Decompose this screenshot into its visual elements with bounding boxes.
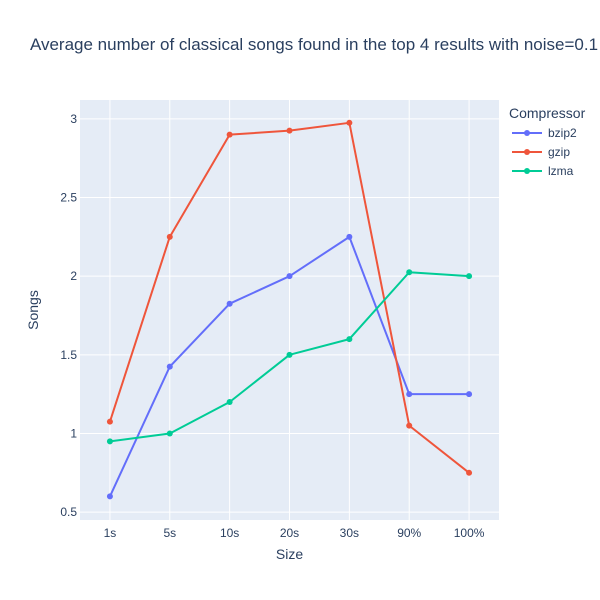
data-point[interactable] bbox=[346, 233, 353, 240]
data-point[interactable] bbox=[166, 363, 173, 370]
legend-item-lzma[interactable]: lzma bbox=[512, 164, 574, 178]
legend-label: lzma bbox=[548, 164, 574, 178]
data-point[interactable] bbox=[106, 438, 113, 445]
data-point[interactable] bbox=[166, 233, 173, 240]
data-point[interactable] bbox=[466, 391, 473, 398]
legend-items[interactable]: bzip2 gzip lzma bbox=[512, 126, 577, 178]
data-point[interactable] bbox=[286, 351, 293, 358]
y-tick-label: 2.5 bbox=[60, 191, 77, 205]
legend-label: bzip2 bbox=[548, 126, 577, 140]
data-point[interactable] bbox=[226, 399, 233, 406]
series-bzip2 bbox=[106, 233, 473, 500]
x-axis-title: Size bbox=[276, 546, 303, 562]
data-point[interactable] bbox=[166, 430, 173, 437]
y-tick-label: 3 bbox=[70, 112, 77, 126]
data-point[interactable] bbox=[226, 131, 233, 138]
legend-label: gzip bbox=[548, 145, 570, 159]
x-tick-label: 5s bbox=[163, 526, 176, 540]
data-point[interactable] bbox=[106, 493, 113, 500]
y-tick-label: 0.5 bbox=[60, 505, 77, 519]
legend-title: Compressor bbox=[509, 105, 586, 121]
x-tick-label: 90% bbox=[397, 526, 421, 540]
data-point[interactable] bbox=[346, 336, 353, 343]
legend-marker bbox=[524, 130, 530, 136]
x-tick-label: 100% bbox=[454, 526, 485, 540]
x-tick-label: 10s bbox=[220, 526, 239, 540]
data-point[interactable] bbox=[406, 422, 413, 429]
y-axis-ticks: 0.5 1 1.5 2 2.5 3 bbox=[60, 112, 77, 519]
x-tick-label: 30s bbox=[340, 526, 359, 540]
x-axis-ticks: 1s 5s 10s 20s 30s 90% 100% bbox=[104, 526, 485, 540]
data-point[interactable] bbox=[346, 119, 353, 126]
y-tick-label: 1 bbox=[70, 426, 77, 440]
legend-item-gzip[interactable]: gzip bbox=[512, 145, 570, 159]
data-point[interactable] bbox=[406, 269, 413, 276]
chart-title: Average number of classical songs found … bbox=[30, 35, 598, 54]
legend[interactable]: Compressor bzip2 gzip lzma bbox=[509, 105, 586, 178]
series-gzip bbox=[106, 119, 473, 476]
data-point[interactable] bbox=[286, 127, 293, 134]
data-point[interactable] bbox=[406, 391, 413, 398]
series-lzma bbox=[106, 269, 473, 445]
y-axis-title: Songs bbox=[25, 290, 41, 330]
legend-item-bzip2[interactable]: bzip2 bbox=[512, 126, 577, 140]
y-tick-label: 1.5 bbox=[60, 348, 77, 362]
legend-marker bbox=[524, 168, 530, 174]
x-tick-label: 20s bbox=[280, 526, 299, 540]
data-point[interactable] bbox=[466, 273, 473, 280]
y-tick-label: 2 bbox=[70, 269, 77, 283]
series-layer bbox=[106, 119, 473, 500]
legend-marker bbox=[524, 149, 530, 155]
data-point[interactable] bbox=[286, 273, 293, 280]
data-point[interactable] bbox=[226, 300, 233, 307]
data-point[interactable] bbox=[106, 418, 113, 425]
x-tick-label: 1s bbox=[104, 526, 117, 540]
data-point[interactable] bbox=[466, 469, 473, 476]
